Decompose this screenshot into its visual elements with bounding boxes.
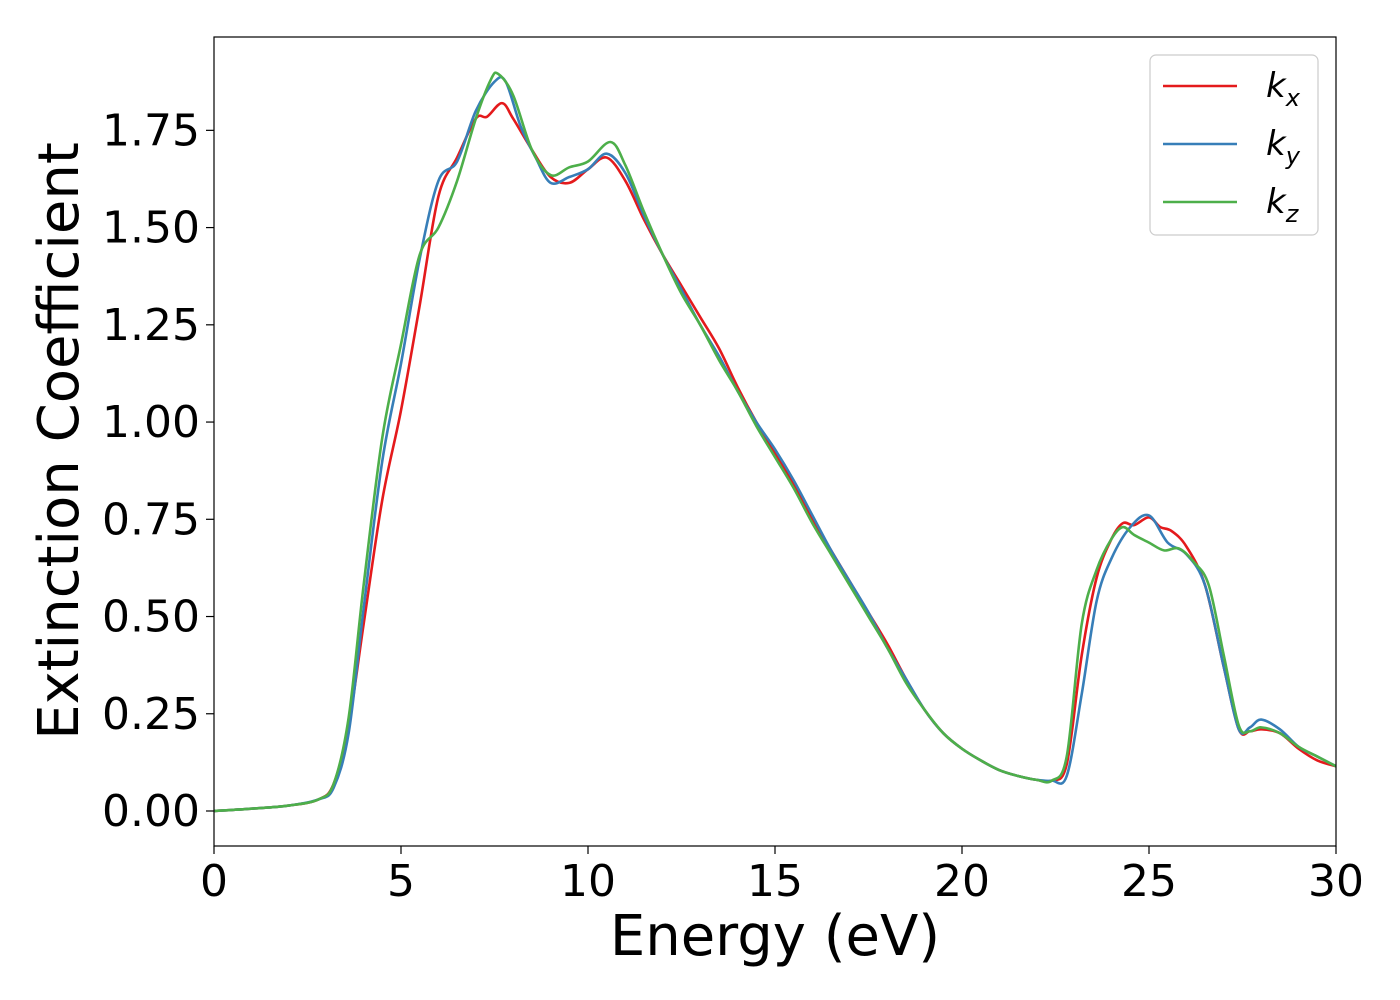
y-tick-label: 0.00 xyxy=(102,786,200,837)
legend-label-k-y: ky xyxy=(1266,124,1301,170)
series-line-k-x xyxy=(214,101,1336,813)
x-tick-label: 10 xyxy=(560,856,616,907)
y-tick-label: 0.75 xyxy=(102,494,200,545)
x-axis-label: Energy (eV) xyxy=(610,904,940,969)
x-tick-label: 25 xyxy=(1121,856,1177,907)
plot-background xyxy=(214,37,1336,846)
x-axis-ticks: 0 5 10 15 20 25 30 xyxy=(200,846,1364,907)
y-tick-label: 1.50 xyxy=(102,203,200,254)
y-axis-label: Extinction Coefficient xyxy=(27,142,92,740)
series-line-k-z xyxy=(214,71,1336,813)
y-axis-ticks: 0.00 0.25 0.50 0.75 1.00 1.25 1.50 1.75 xyxy=(102,105,214,837)
y-tick-label: 0.25 xyxy=(102,689,200,740)
x-tick-label: 30 xyxy=(1308,856,1364,907)
x-tick-label: 20 xyxy=(934,856,990,907)
y-tick-label: 1.00 xyxy=(102,397,200,448)
series-layer xyxy=(214,71,1336,813)
x-tick-label: 5 xyxy=(387,856,415,907)
y-tick-label: 1.25 xyxy=(102,300,200,351)
y-tick-label: 1.75 xyxy=(102,105,200,156)
x-tick-label: 0 xyxy=(200,856,228,907)
x-tick-label: 15 xyxy=(747,856,803,907)
y-tick-label: 0.50 xyxy=(102,592,200,643)
